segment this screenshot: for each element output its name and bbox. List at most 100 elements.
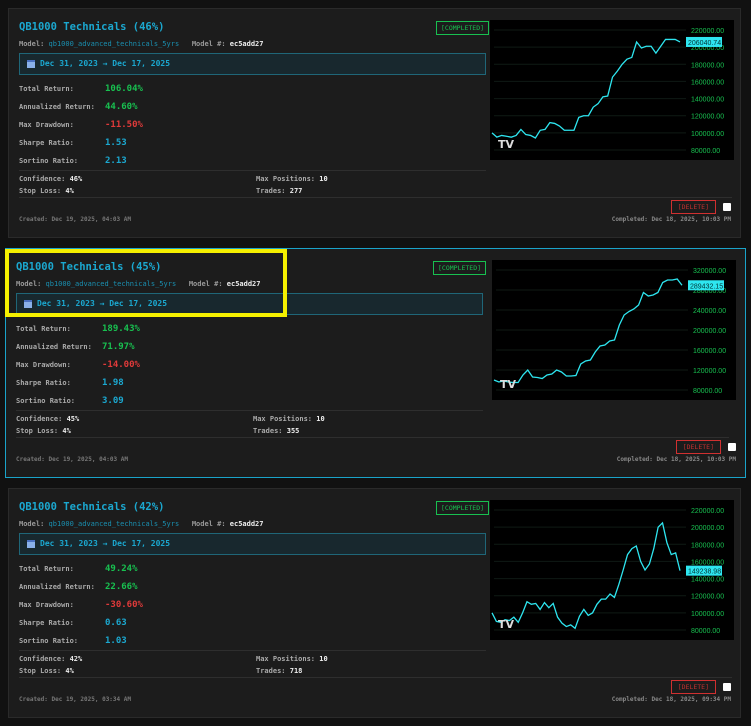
metric-value: 49.24% bbox=[105, 564, 138, 574]
model-num: ec5add27 bbox=[226, 280, 261, 288]
max-positions-value: 10 bbox=[316, 415, 325, 423]
max-positions-label: Max Positions: bbox=[256, 175, 316, 183]
status-badge: [COMPLETED] bbox=[433, 261, 487, 275]
metric-value: -14.00% bbox=[102, 360, 140, 370]
calendar-icon bbox=[27, 60, 35, 68]
y-tick-label: 200000.00 bbox=[693, 328, 726, 335]
y-tick-label: 220000.00 bbox=[691, 508, 724, 515]
last-price-label: 206040.74 bbox=[688, 40, 721, 47]
card-title[interactable]: QB1000 Technicals (42%) bbox=[19, 501, 165, 513]
card-title[interactable]: QB1000 Technicals (46%) bbox=[19, 21, 165, 33]
equity-line bbox=[493, 278, 683, 384]
y-tick-label: 320000.00 bbox=[693, 268, 726, 275]
model-name: qb1000_advanced_technicals_5yrs bbox=[45, 280, 177, 288]
stop-loss: Stop Loss: 4% bbox=[19, 187, 74, 195]
max-positions: Max Positions: 10 bbox=[256, 175, 328, 183]
metric-sharpe: Sharpe Ratio: 1.53 bbox=[19, 134, 143, 152]
metric-label: Annualized Return: bbox=[19, 103, 95, 111]
metric-sortino: Sortino Ratio: 3.09 bbox=[16, 392, 140, 410]
model-label: Model: bbox=[19, 40, 45, 48]
metric-label: Annualized Return: bbox=[16, 343, 92, 351]
metric-value: 1.03 bbox=[105, 636, 127, 646]
model-info: Model: qb1000_advanced_technicals_5yrs M… bbox=[16, 280, 260, 288]
delete-button[interactable]: [DELETE] bbox=[670, 200, 716, 214]
equity-chart: 80000.00 100000.00 120000.00 140000.00 16000… bbox=[490, 500, 734, 640]
stop-loss-value: 4% bbox=[65, 187, 74, 195]
y-tick-label: 100000.00 bbox=[691, 611, 724, 618]
created-timestamp: Created: Dec 19, 2025, 03:34 AM bbox=[19, 696, 131, 703]
divider bbox=[19, 197, 732, 198]
backtest-card[interactable]: QB1000 Technicals (42%) [COMPLETED] Mode… bbox=[8, 488, 741, 718]
metric-label: Total Return: bbox=[19, 85, 74, 93]
confidence-label: Confidence: bbox=[16, 415, 63, 423]
y-tick-label: 280000.00 bbox=[693, 288, 726, 295]
last-price-tag bbox=[686, 565, 722, 576]
metric-value: 1.53 bbox=[105, 138, 127, 148]
y-tick-label: 80000.00 bbox=[691, 628, 720, 635]
metric-label: Total Return: bbox=[19, 565, 74, 573]
delete-button[interactable]: [DELETE] bbox=[670, 680, 716, 694]
y-tick-label: 120000.00 bbox=[691, 594, 724, 601]
metric-value: 3.09 bbox=[102, 396, 124, 406]
backtest-card[interactable]: QB1000 Technicals (46%) [COMPLETED] Mode… bbox=[8, 8, 741, 238]
model-info: Model: qb1000_advanced_technicals_5yrs M… bbox=[19, 40, 263, 48]
status-badge: [COMPLETED] bbox=[436, 501, 490, 515]
y-tick-label: 200000.00 bbox=[691, 45, 724, 52]
metric-label: Sharpe Ratio: bbox=[19, 619, 74, 627]
metric-value: -11.50% bbox=[105, 120, 143, 130]
equity-line bbox=[491, 38, 681, 139]
y-tick-label: 120000.00 bbox=[691, 114, 724, 121]
chart-svg: 80000.00 100000.00 120000.00 140000.00 16000… bbox=[491, 28, 724, 155]
metric-sortino: Sortino Ratio: 1.03 bbox=[19, 632, 143, 650]
select-checkbox[interactable] bbox=[723, 203, 731, 211]
model-name: qb1000_advanced_technicals_5yrs bbox=[48, 520, 180, 528]
metric-label: Max Drawdown: bbox=[16, 361, 71, 369]
confidence: Confidence: 46% bbox=[19, 175, 82, 183]
metric-sharpe: Sharpe Ratio: 0.63 bbox=[19, 614, 143, 632]
metric-max-drawdown: Max Drawdown: -14.00% bbox=[16, 356, 140, 374]
stop-loss: Stop Loss: 4% bbox=[16, 427, 71, 435]
select-checkbox[interactable] bbox=[723, 683, 731, 691]
card-title[interactable]: QB1000 Technicals (45%) bbox=[16, 261, 162, 273]
chart-svg: 80000.00 120000.00 160000.00 200000.00 24000… bbox=[493, 268, 726, 395]
max-positions-label: Max Positions: bbox=[256, 655, 316, 663]
metric-total-return: Total Return: 49.24% bbox=[19, 560, 143, 578]
tradingview-logo-icon: TV bbox=[500, 378, 517, 391]
model-label: Model: bbox=[16, 280, 42, 288]
status-badge: [COMPLETED] bbox=[436, 21, 490, 35]
y-tick-label: 180000.00 bbox=[691, 542, 724, 549]
trades-label: Trades: bbox=[256, 667, 286, 675]
equity-line bbox=[491, 521, 681, 630]
metric-annualized-return: Annualized Return: 44.60% bbox=[19, 98, 143, 116]
metric-value: 2.13 bbox=[105, 156, 127, 166]
confidence-label: Confidence: bbox=[19, 655, 66, 663]
y-tick-label: 140000.00 bbox=[691, 577, 724, 584]
trades: Trades: 355 bbox=[253, 427, 299, 435]
y-tick-label: 80000.00 bbox=[693, 388, 722, 395]
metric-label: Sortino Ratio: bbox=[16, 397, 76, 405]
stop-loss-label: Stop Loss: bbox=[19, 667, 62, 675]
backtest-card[interactable]: QB1000 Technicals (45%) [COMPLETED] Mode… bbox=[5, 248, 746, 478]
chart-svg: 80000.00 100000.00 120000.00 140000.00 16000… bbox=[491, 508, 724, 635]
delete-button[interactable]: [DELETE] bbox=[675, 440, 721, 454]
model-info: Model: qb1000_advanced_technicals_5yrs M… bbox=[19, 520, 263, 528]
max-positions-label: Max Positions: bbox=[253, 415, 313, 423]
metric-max-drawdown: Max Drawdown: -30.60% bbox=[19, 596, 143, 614]
confidence-value: 45% bbox=[66, 415, 80, 423]
completed-timestamp: Completed: Dec 18, 2025, 10:03 PM bbox=[611, 216, 731, 223]
tradingview-logo-icon: TV bbox=[498, 618, 515, 631]
equity-chart: 80000.00 120000.00 160000.00 200000.00 24000… bbox=[492, 260, 736, 400]
metric-total-return: Total Return: 189.43% bbox=[16, 320, 140, 338]
stop-loss: Stop Loss: 4% bbox=[19, 667, 74, 675]
metric-label: Sharpe Ratio: bbox=[19, 139, 74, 147]
metric-annualized-return: Annualized Return: 71.97% bbox=[16, 338, 140, 356]
metric-value: 0.63 bbox=[105, 618, 127, 628]
metric-value: 189.43% bbox=[102, 324, 140, 334]
date-range-text: Dec 31, 2023 → Dec 17, 2025 bbox=[40, 59, 171, 68]
divider bbox=[19, 170, 486, 171]
metric-value: -30.60% bbox=[105, 600, 143, 610]
y-tick-label: 220000.00 bbox=[691, 28, 724, 35]
last-price-label: 289432.15 bbox=[690, 283, 723, 290]
metric-value: 71.97% bbox=[102, 342, 135, 352]
select-checkbox[interactable] bbox=[728, 443, 736, 451]
